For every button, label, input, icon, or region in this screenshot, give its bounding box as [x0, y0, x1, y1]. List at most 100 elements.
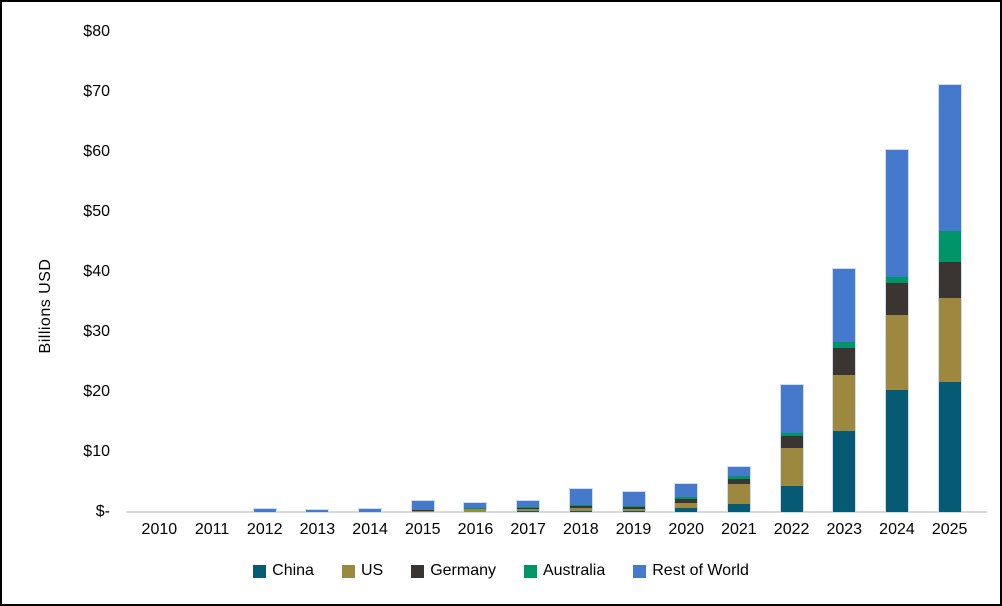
segment-australia [569, 504, 592, 507]
segment-australia [464, 507, 487, 509]
bar-column-2022 [765, 32, 818, 513]
legend-item-germany: Germany [411, 562, 496, 580]
legend-swatch-icon [253, 564, 267, 578]
x-tick-label: 2017 [510, 521, 546, 538]
segment-rest-of-world [885, 150, 908, 278]
segment-china [622, 510, 645, 512]
segment-germany [885, 283, 908, 315]
segment-china [938, 381, 961, 512]
segment-us [833, 374, 856, 431]
segment-germany [833, 348, 856, 375]
segment-rest-of-world [622, 492, 645, 507]
y-tick-label: $30 [83, 323, 110, 340]
x-tick-label: 2022 [773, 521, 810, 538]
bar-column-2010 [133, 32, 186, 512]
segment-rest-of-world [464, 503, 487, 508]
stacked-bar-2025 [937, 84, 962, 513]
segment-us [885, 314, 908, 391]
x-axis-line [126, 511, 987, 513]
bar-column-2023 [818, 32, 871, 513]
segment-germany [569, 506, 592, 509]
x-tick-label: 2019 [615, 521, 652, 538]
stacked-bar-2012 [252, 508, 277, 513]
legend-item-china: China [253, 562, 314, 580]
stacked-bar-2017 [516, 499, 541, 514]
x-tick-label: 2011 [194, 521, 230, 538]
x-tick-label: 2023 [826, 521, 863, 538]
x-tick-label: 2020 [668, 521, 705, 538]
segment-australia [833, 342, 856, 349]
y-tick-label: $60 [83, 143, 110, 160]
segment-germany [727, 479, 750, 485]
segment-rest-of-world [411, 501, 434, 510]
stacked-bar-2014 [358, 508, 383, 513]
segment-us [517, 509, 540, 512]
segment-china [727, 504, 750, 512]
segment-rest-of-world [727, 467, 750, 477]
segment-us [675, 503, 698, 508]
segment-china [517, 511, 540, 512]
segment-us [727, 484, 750, 505]
legend-label: Germany [430, 562, 496, 579]
bar-column-2012 [238, 32, 291, 513]
y-tick-label: $40 [83, 263, 110, 280]
segment-rest-of-world [569, 489, 592, 505]
stacked-bar-2024 [884, 149, 909, 513]
legend-label: China [272, 562, 314, 579]
y-tick-label: $10 [83, 443, 110, 460]
segment-us [569, 508, 592, 511]
stacked-bar-2013 [305, 509, 330, 513]
segment-china [569, 510, 592, 512]
legend-label: US [360, 562, 384, 579]
legend-swatch-icon [633, 564, 647, 578]
stacked-bar-2022 [779, 384, 804, 513]
segment-australia [675, 497, 698, 500]
legend-label: Australia [542, 562, 606, 579]
segment-china [885, 390, 908, 512]
segment-germany [464, 508, 487, 510]
segment-rest-of-world [780, 385, 803, 433]
stacked-bar-2015 [410, 500, 435, 513]
x-tick-label: 2012 [246, 521, 283, 538]
segment-us [938, 298, 961, 382]
bar-column-2016 [449, 32, 502, 513]
x-tick-label: 2018 [563, 521, 599, 538]
stacked-bar-2020 [674, 482, 699, 514]
segment-australia [938, 231, 961, 263]
stacked-bar-2023 [832, 268, 857, 513]
x-tick-label: 2014 [352, 521, 388, 538]
bar-column-2014 [344, 32, 397, 513]
plot-area [133, 32, 976, 514]
stacked-bar-2018 [568, 488, 593, 513]
segment-australia [727, 476, 750, 480]
y-tick-label: $80 [83, 23, 110, 40]
legend-label: Rest of World [652, 562, 749, 579]
legend-swatch-icon [341, 564, 355, 578]
bar-column-2018 [555, 32, 608, 513]
segment-australia [780, 432, 803, 436]
legend: China US Germany Australia Rest of World [2, 562, 1000, 580]
segment-us [464, 509, 487, 512]
x-tick-label: 2013 [299, 521, 336, 538]
segment-germany [517, 508, 540, 510]
bar-column-2017 [502, 32, 555, 514]
legend-item-australia: Australia [523, 562, 606, 580]
legend-item-rest-of-world: Rest of World [633, 562, 749, 580]
bar-column-2025 [923, 32, 976, 513]
segment-us [780, 447, 803, 486]
stacked-bar-2016 [463, 502, 488, 513]
x-tick-label: 2015 [404, 521, 441, 538]
x-tick-label: 2025 [931, 521, 968, 538]
bar-column-2024 [871, 32, 924, 513]
segment-germany [938, 262, 961, 299]
legend-swatch-icon [411, 564, 425, 578]
y-tick-label: $- [95, 503, 110, 520]
x-axis-labels: 2010 2011 2012 2013 2014 2015 2016 2017 2018 2019… [133, 521, 976, 539]
stacked-bar-2019 [621, 491, 646, 513]
segment-germany [622, 506, 645, 509]
segment-rest-of-world [938, 85, 961, 232]
segment-us [622, 508, 645, 511]
legend-item-us: US [341, 562, 384, 580]
bar-column-2020 [660, 32, 713, 514]
